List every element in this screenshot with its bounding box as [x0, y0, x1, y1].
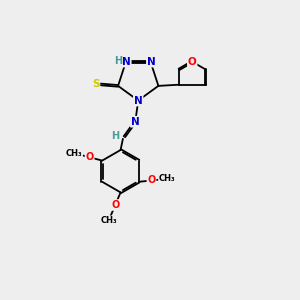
Text: N: N: [147, 57, 156, 67]
Text: S: S: [92, 80, 99, 89]
Text: N: N: [134, 95, 142, 106]
Text: CH₃: CH₃: [66, 149, 82, 158]
Text: H: H: [114, 56, 122, 66]
Text: CH₃: CH₃: [159, 174, 175, 183]
Text: O: O: [188, 57, 197, 67]
Text: O: O: [111, 200, 119, 210]
Text: O: O: [85, 152, 94, 162]
Text: O: O: [147, 176, 156, 185]
Text: CH₃: CH₃: [100, 216, 117, 225]
Text: N: N: [122, 57, 131, 67]
Text: N: N: [131, 117, 140, 127]
Text: H: H: [111, 131, 119, 142]
